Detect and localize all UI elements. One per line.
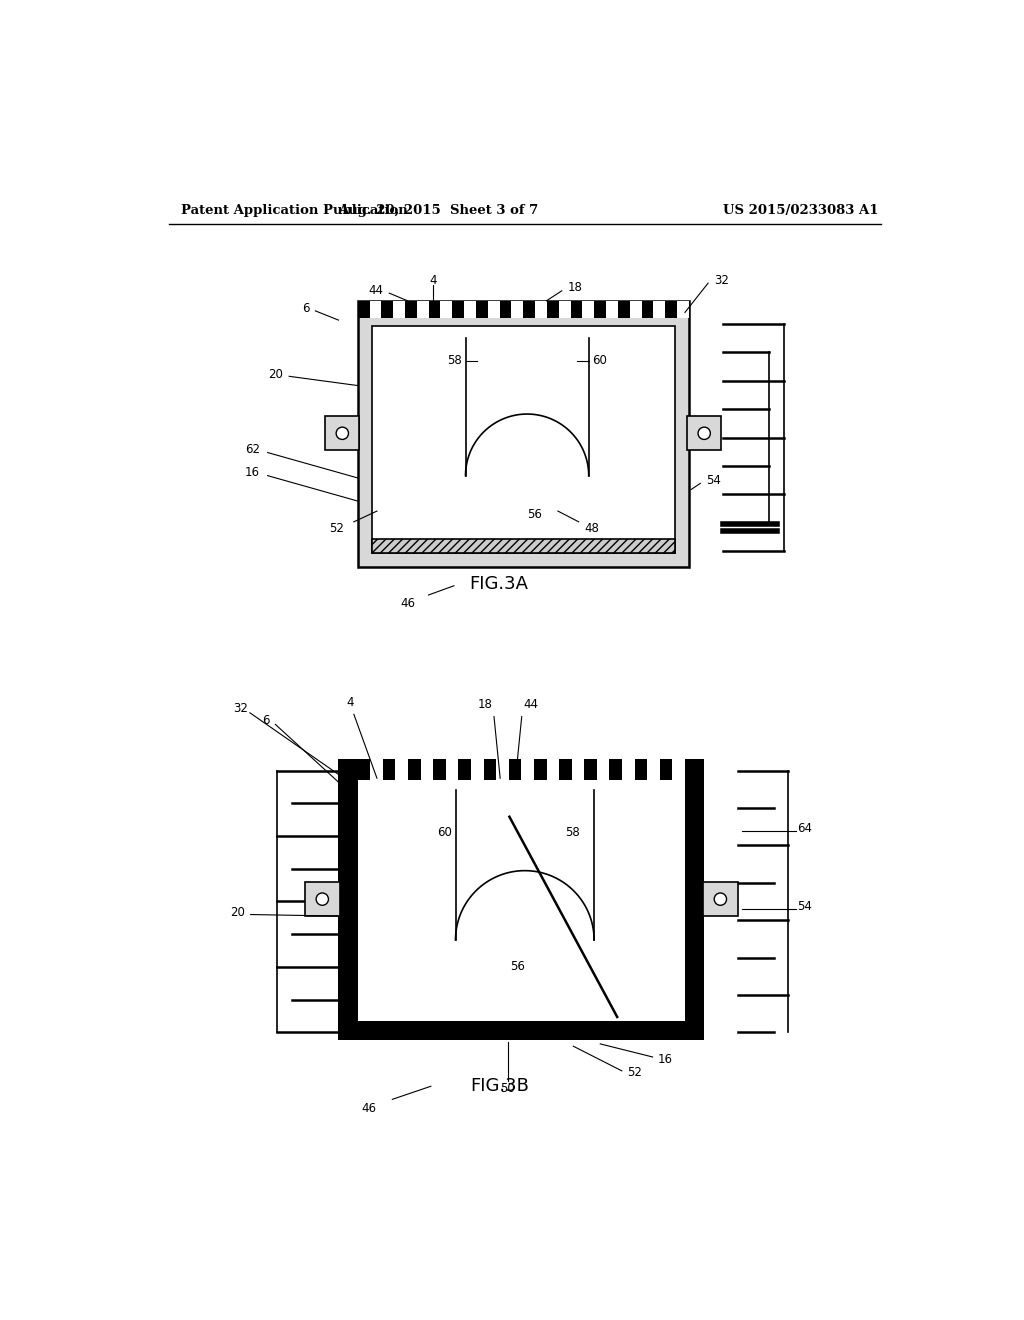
- Text: 56: 56: [510, 961, 524, 973]
- Text: 44: 44: [368, 284, 383, 297]
- Text: 54: 54: [707, 474, 721, 487]
- Text: 60: 60: [593, 354, 607, 367]
- Circle shape: [714, 892, 727, 906]
- Text: 46: 46: [361, 1102, 377, 1114]
- Bar: [559, 301, 570, 318]
- Bar: [339, 759, 705, 1040]
- Text: 6: 6: [262, 714, 269, 727]
- Text: 32: 32: [714, 273, 729, 286]
- Text: 4: 4: [346, 696, 353, 709]
- Bar: [511, 301, 523, 318]
- Bar: [677, 301, 689, 318]
- Text: 20: 20: [268, 367, 283, 380]
- Bar: [370, 301, 381, 318]
- Bar: [421, 759, 433, 780]
- Circle shape: [336, 428, 348, 440]
- Bar: [440, 301, 453, 318]
- Bar: [372, 326, 675, 553]
- Text: 52: 52: [330, 521, 344, 535]
- Bar: [357, 301, 689, 318]
- Text: 62: 62: [245, 444, 260, 455]
- Bar: [445, 759, 459, 780]
- Text: FIG.3A: FIG.3A: [469, 576, 528, 593]
- Bar: [357, 759, 685, 780]
- Text: 46: 46: [400, 597, 416, 610]
- Bar: [673, 759, 685, 780]
- Text: US 2015/0233083 A1: US 2015/0233083 A1: [723, 205, 879, 218]
- Bar: [464, 301, 476, 318]
- Text: 20: 20: [229, 907, 245, 920]
- Text: 18: 18: [568, 281, 583, 294]
- Bar: [497, 759, 509, 780]
- Text: 48: 48: [585, 521, 600, 535]
- Bar: [687, 416, 721, 450]
- Text: 44: 44: [523, 698, 539, 711]
- Text: 18: 18: [477, 698, 493, 711]
- Bar: [571, 759, 585, 780]
- Bar: [371, 759, 383, 780]
- Bar: [630, 301, 641, 318]
- Bar: [357, 301, 689, 566]
- Bar: [653, 301, 666, 318]
- Bar: [393, 301, 406, 318]
- Bar: [536, 301, 547, 318]
- Text: 60: 60: [437, 825, 452, 838]
- Text: 50: 50: [501, 1082, 515, 1096]
- Bar: [547, 759, 559, 780]
- Text: FIG.3B: FIG.3B: [471, 1077, 529, 1096]
- Bar: [597, 759, 609, 780]
- Bar: [487, 301, 500, 318]
- Bar: [606, 301, 617, 318]
- Text: 16: 16: [245, 466, 260, 479]
- Text: 64: 64: [798, 822, 812, 834]
- Bar: [521, 759, 534, 780]
- Bar: [702, 882, 738, 916]
- Text: 58: 58: [446, 354, 462, 367]
- Text: 32: 32: [233, 702, 248, 715]
- Bar: [395, 759, 408, 780]
- Bar: [357, 779, 685, 1020]
- Text: 58: 58: [565, 825, 581, 838]
- Text: 52: 52: [628, 1065, 642, 1078]
- Bar: [622, 759, 635, 780]
- Text: 16: 16: [658, 1053, 673, 1065]
- Text: 6: 6: [302, 302, 309, 315]
- Bar: [647, 759, 659, 780]
- Bar: [583, 301, 594, 318]
- Text: 54: 54: [798, 900, 812, 913]
- Circle shape: [316, 892, 329, 906]
- Text: Aug. 20, 2015  Sheet 3 of 7: Aug. 20, 2015 Sheet 3 of 7: [339, 205, 539, 218]
- Bar: [304, 882, 340, 916]
- Bar: [372, 539, 675, 553]
- Text: 4: 4: [429, 273, 437, 286]
- Text: Patent Application Publication: Patent Application Publication: [180, 205, 408, 218]
- Bar: [417, 301, 429, 318]
- Text: 56: 56: [527, 508, 543, 520]
- Bar: [326, 416, 359, 450]
- Bar: [471, 759, 483, 780]
- Circle shape: [698, 428, 711, 440]
